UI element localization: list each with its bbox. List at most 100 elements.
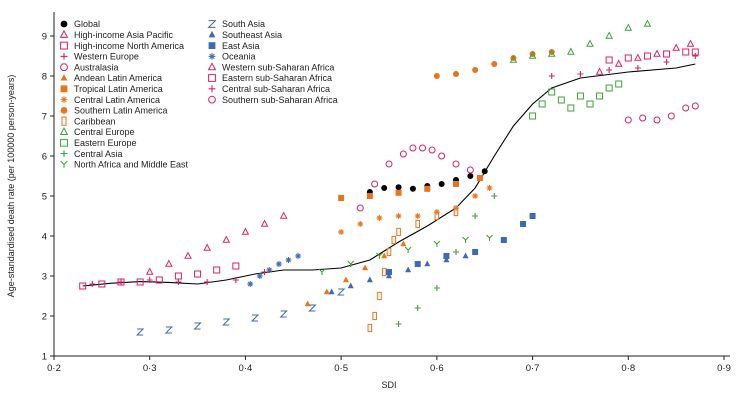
data-point	[586, 39, 594, 47]
data-point	[567, 47, 575, 55]
legend-label: Australasia	[74, 62, 119, 72]
x-tick-label: 0·8	[621, 363, 635, 374]
legend-label: Central sub-Saharan Africa	[222, 84, 330, 94]
legend-item: Southern Latin America	[60, 106, 168, 116]
data-point	[376, 215, 383, 221]
legend-label: Southeast Asia	[222, 30, 282, 40]
legend-label: Southern sub-Saharan Africa	[222, 95, 338, 105]
y-axis-title: Age-standardised death rate (per 100000 …	[6, 75, 16, 298]
legend-item: Oceania	[208, 52, 256, 62]
series-central-latin-america	[338, 185, 493, 235]
legend-marker	[60, 138, 68, 147]
data-point	[304, 300, 311, 307]
data-point	[586, 100, 594, 108]
data-point	[486, 185, 493, 191]
legend-marker	[207, 62, 217, 71]
series-australasia	[624, 102, 699, 124]
data-point	[605, 31, 613, 39]
data-point	[357, 221, 364, 227]
data-point	[428, 146, 436, 154]
x-tick-label: 0·5	[334, 363, 348, 374]
legend-item: East Asia	[208, 41, 260, 51]
series-central-asia	[395, 193, 498, 327]
x-tick-label: 0·4	[239, 363, 253, 374]
data-point	[667, 112, 675, 120]
data-point	[438, 181, 445, 187]
data-point	[347, 260, 355, 267]
data-point	[232, 277, 239, 283]
legend-marker	[61, 116, 67, 126]
data-point	[491, 61, 498, 67]
data-point	[663, 59, 670, 65]
legend-label: East Asia	[222, 41, 260, 51]
data-point	[386, 272, 392, 279]
series-southern-latin-america	[433, 49, 555, 79]
data-point	[624, 23, 633, 31]
data-point	[653, 49, 661, 57]
expected-curve-layer	[82, 63, 696, 287]
series-southern-sub-saharan-africa	[356, 144, 474, 212]
series-south-asia	[135, 288, 346, 336]
data-point	[260, 219, 269, 227]
legend-item: Eastern Europe	[60, 138, 137, 148]
data-point	[567, 104, 575, 112]
data-point	[639, 114, 647, 122]
data-point	[500, 237, 507, 243]
legend-marker	[208, 30, 216, 38]
legend-item: Central Asia	[60, 149, 123, 159]
data-point	[433, 73, 440, 79]
data-point	[118, 279, 124, 285]
data-point	[466, 166, 474, 174]
data-point	[538, 100, 546, 108]
x-tick-label: 0·7	[526, 363, 540, 374]
data-point	[414, 261, 421, 267]
y-tick-label: 1	[42, 352, 47, 363]
y-tick-label: 4	[42, 232, 47, 243]
data-point	[692, 53, 699, 59]
data-point	[614, 59, 623, 67]
data-point	[557, 96, 565, 104]
legend-label: Southern Latin America	[74, 106, 168, 116]
legend-item: Central Europe	[59, 127, 135, 137]
data-point	[605, 84, 613, 92]
data-point	[682, 48, 690, 56]
legend-label: Andean Latin America	[74, 73, 162, 83]
data-point	[462, 252, 469, 259]
data-point	[386, 269, 392, 275]
series-high-income-north-america	[605, 48, 699, 64]
data-point	[615, 80, 623, 88]
data-point	[462, 236, 469, 243]
data-point	[366, 276, 373, 283]
legend-marker	[60, 53, 68, 60]
data-point	[381, 252, 388, 259]
legend-marker	[60, 63, 68, 72]
data-point	[433, 285, 440, 291]
series-east-asia	[386, 213, 536, 275]
data-point	[443, 256, 450, 263]
data-point	[520, 221, 526, 227]
data-point	[453, 249, 459, 255]
data-point	[529, 112, 537, 120]
data-point	[285, 257, 292, 263]
series-central-europe	[509, 19, 652, 63]
data-point	[472, 193, 479, 199]
data-point	[98, 280, 106, 288]
data-point	[643, 52, 651, 60]
data-point	[193, 322, 202, 330]
legend-marker	[60, 107, 68, 114]
series-eastern-sub-saharan-africa	[79, 262, 240, 290]
x-tick-label: 0·9	[717, 363, 731, 374]
data-point	[548, 73, 555, 79]
legend-label: High-income Asia Pacific	[74, 30, 174, 40]
legend-label: Western sub-Saharan Africa	[222, 62, 334, 72]
data-point	[377, 291, 382, 301]
legend-label: Eastern Europe	[74, 138, 137, 148]
data-point	[381, 267, 387, 277]
legend-label: Central Asia	[74, 149, 123, 159]
legend-marker	[59, 127, 69, 136]
data-point	[404, 246, 412, 253]
data-point	[279, 310, 288, 318]
data-point	[395, 189, 402, 196]
data-point	[395, 213, 402, 219]
legend-item: Australasia	[60, 62, 119, 72]
